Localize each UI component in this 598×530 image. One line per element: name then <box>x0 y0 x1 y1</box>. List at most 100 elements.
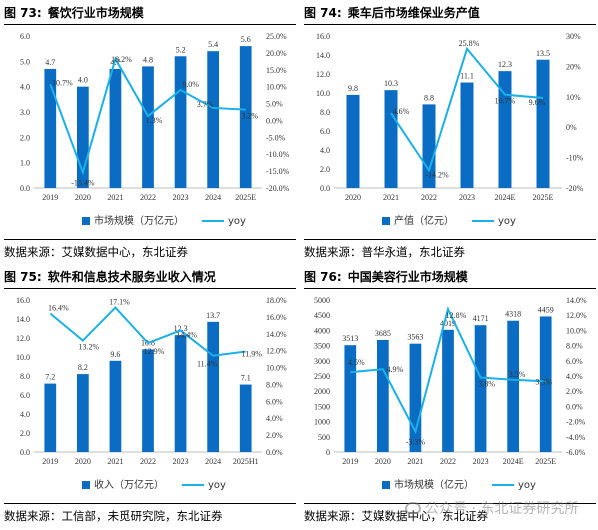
line-data-label: 10.7% <box>52 78 73 87</box>
line-data-label: 3.8% <box>478 380 495 389</box>
bar <box>109 68 122 188</box>
bar <box>76 86 89 188</box>
bar-data-label: 5.4 <box>208 40 218 49</box>
bar-data-label: 5.2 <box>176 45 186 54</box>
y-tick-label: 2.0 <box>320 165 330 174</box>
legend-swatch-bar <box>82 217 90 225</box>
y2-tick-label: 4.0% <box>566 372 583 381</box>
y2-tick-label: -6.0% <box>566 448 586 457</box>
yoy-line <box>49 56 246 176</box>
title-rule <box>304 288 596 289</box>
figure-title: 图 75: 软件和信息技术服务业收入情况 <box>4 266 294 288</box>
legend-label-line: yoy <box>208 480 226 491</box>
bar <box>498 71 512 188</box>
bar <box>44 383 57 452</box>
source-note: 数据来源：工信部，未觅研究院，东北证券 <box>4 509 223 523</box>
bar <box>174 335 187 452</box>
line-data-label: 1.3% <box>146 116 163 125</box>
x-tick-label: 2021 <box>107 457 123 466</box>
y-tick-label: 6.0 <box>320 127 330 136</box>
y2-tick-label: 14.0% <box>566 296 587 305</box>
legend-label-line: yoy <box>228 216 246 227</box>
figure-title: 图 76: 中国美容行业市场规模 <box>304 266 594 288</box>
y2-tick-label: -20% <box>566 184 584 193</box>
x-tick-label: 2022 <box>140 193 156 202</box>
line-data-label: 3.5% <box>509 370 526 379</box>
figure-title: 图 73: 餐饮行业市场规模 <box>4 2 294 24</box>
y-tick-label: 6.0 <box>20 32 30 41</box>
y2-tick-label: 30% <box>566 32 581 41</box>
legend-label-bar: 市场规模（亿元） <box>394 478 474 491</box>
bar-data-label: 13.5 <box>536 49 550 58</box>
bar <box>207 321 220 452</box>
bar <box>442 329 454 452</box>
line-data-label: 9.0% <box>182 80 199 89</box>
y-tick-label: 1500 <box>314 402 330 411</box>
dining-market-chart: 0.0 1.0 2.0 3.0 4.0 5.0 6.0 -20.0% -15.0% -10.0% -… <box>20 32 290 227</box>
auto-aftermarket-chart: 0.0 2.0 4.0 6.0 8.0 10.0 12.0 14.0 16.0 -20% -10% 0… <box>316 32 584 227</box>
bar-data-label: 3513 <box>342 334 358 343</box>
bar <box>142 66 154 188</box>
figure-title-text: 中国美容行业市场规模 <box>347 270 468 284</box>
y2-tick-label: 12.0% <box>266 347 287 356</box>
y2-tick-label: 10% <box>566 93 581 102</box>
y2-tick-label: 12.0% <box>566 311 587 320</box>
y-tick-label: 3000 <box>314 357 330 366</box>
x-tick-label: 2023 <box>173 193 189 202</box>
bar-data-label: 13.7 <box>206 311 220 320</box>
bar-data-label: 9.8 <box>348 84 358 93</box>
line-data-label: 3.2% <box>241 112 258 121</box>
bar <box>384 90 398 188</box>
y-tick-label: 4000 <box>314 326 330 335</box>
figure-number: 图 75: <box>4 270 42 284</box>
beauty-market-chart: 0 500 1000 1500 2000 2500 3000 3500 4000 4500 5000… <box>314 296 587 491</box>
bar <box>76 374 89 452</box>
yoy-line <box>350 306 546 435</box>
x-tick-label: 2019 <box>42 457 58 466</box>
bar <box>346 94 360 188</box>
x-tick-label: 2020 <box>75 457 91 466</box>
x-tick-label: 2025E <box>533 193 554 202</box>
line-data-label: 16.4% <box>48 304 69 313</box>
x-tick-label: 2019 <box>342 457 358 466</box>
y-tick-label: 2000 <box>314 387 330 396</box>
line-data-label: -15.4% <box>71 178 95 187</box>
source-rule <box>304 503 596 504</box>
line-data-label: 3.3% <box>535 377 552 386</box>
bar <box>539 316 552 452</box>
y-tick-label: 4.0 <box>320 146 330 155</box>
watermark: 公众号 · 东北证券研究所 <box>405 498 578 518</box>
bar-data-label: 4171 <box>473 314 489 323</box>
y-tick-label: 0.0 <box>320 184 330 193</box>
bar <box>536 59 550 188</box>
y2-tick-label: 0.0% <box>266 448 283 457</box>
y2-tick-label: 20% <box>566 62 581 71</box>
y2-tick-label: 16.0% <box>266 313 287 322</box>
y-tick-label: 4.0 <box>20 83 30 92</box>
line-data-label: -3.3% <box>406 437 426 446</box>
bar-data-label: 4.7 <box>45 58 55 67</box>
source-rule <box>4 503 296 504</box>
line-data-label: 4.5% <box>348 358 365 367</box>
bar <box>142 349 154 452</box>
x-tick-label: 2025E <box>235 193 256 202</box>
x-tick-label: 2020 <box>345 193 361 202</box>
y2-tick-label: -10% <box>566 154 584 163</box>
y-tick-label: 2500 <box>314 372 330 381</box>
y2-tick-label: 14.0% <box>266 330 287 339</box>
y-tick-label: 2.0 <box>20 429 30 438</box>
y2-tick-label: 5.0% <box>266 100 283 109</box>
y-tick-label: 500 <box>318 433 330 442</box>
x-tick-label: 2023 <box>459 193 475 202</box>
y-tick-label: 10.0 <box>316 89 330 98</box>
line-data-label: 4.6% <box>393 107 410 116</box>
y2-tick-label: 18.0% <box>266 296 287 305</box>
bar-data-label: 12.3 <box>174 324 188 333</box>
source-note: 数据来源：艾媒数据中心，东北证券 <box>4 245 188 259</box>
bar <box>174 56 187 189</box>
y2-tick-label: -2.0% <box>566 418 586 427</box>
bar-data-label: 4318 <box>505 310 521 319</box>
y-tick-label: 0.0 <box>20 448 30 457</box>
line-data-label: 3.7% <box>197 100 214 109</box>
y-tick-label: 2.0 <box>20 133 30 142</box>
